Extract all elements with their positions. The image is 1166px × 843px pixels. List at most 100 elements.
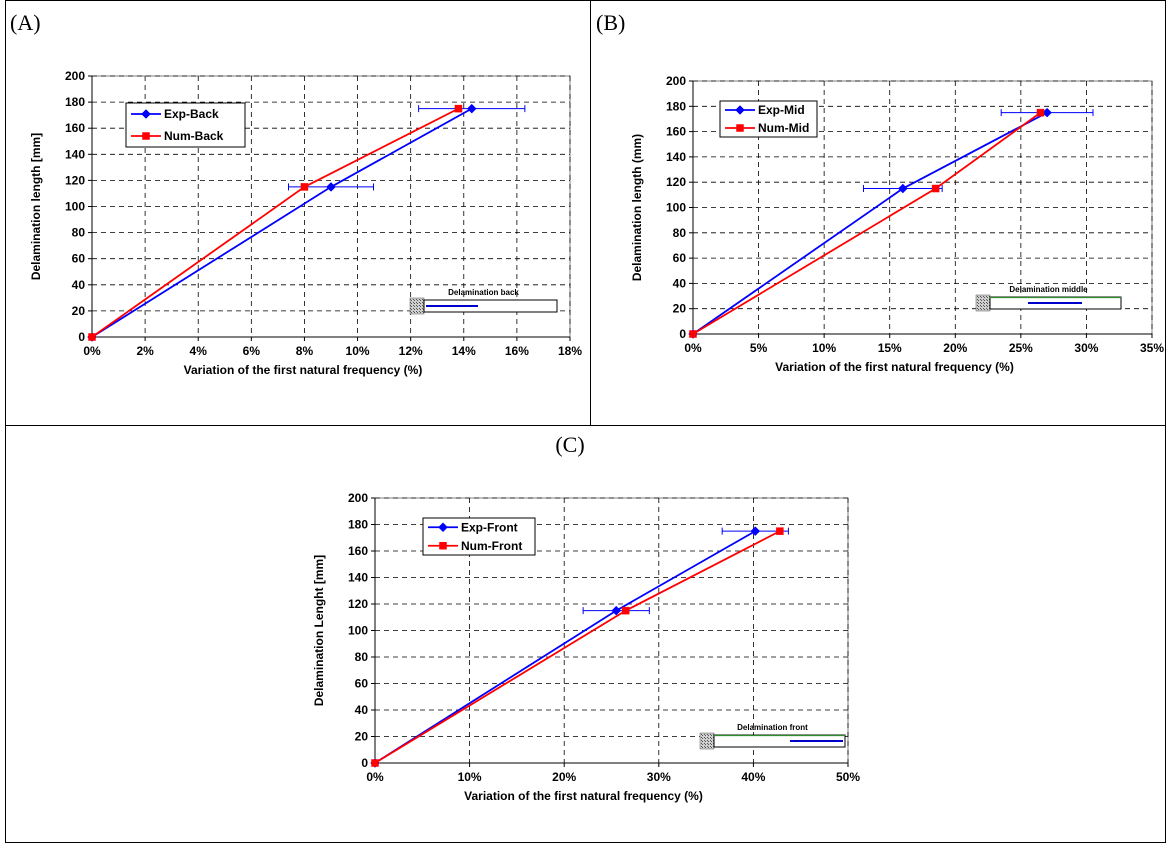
chart-b-tick-label-y: 40 xyxy=(673,276,687,290)
chart-a-tick-label-x: 18% xyxy=(558,344,582,358)
chart-a-series-num-back-point xyxy=(88,333,96,341)
chart-b-tick-label-x: 0% xyxy=(684,341,702,355)
chart-b-tick-label-y: 160 xyxy=(666,125,686,139)
chart-c: 0 20 40 60 80 100 120 140 160 180 200 0% 10% 20% 30% 40… xyxy=(312,491,860,803)
chart-a-series-num-back-point xyxy=(454,104,463,113)
chart-a-tick-label-x: 10% xyxy=(346,344,370,358)
chart-a-tick-label-y: 100 xyxy=(65,200,85,214)
chart-b-tick-label-y: 60 xyxy=(673,251,687,265)
chart-b-tick-label-x: 25% xyxy=(1009,341,1033,355)
chart-b-series-num-mid-point xyxy=(1036,108,1045,117)
chart-a-tick-label-y: 0 xyxy=(78,330,85,344)
chart-c-tick-label-x: 30% xyxy=(647,770,671,784)
chart-a-tick-label-x: 12% xyxy=(399,344,423,358)
chart-c-tick-label-y: 120 xyxy=(348,597,368,611)
chart-b-tick-label-x: 20% xyxy=(943,341,967,355)
chart-a-inset-clamp xyxy=(409,297,425,315)
chart-c-inset-clamp xyxy=(699,732,715,750)
chart-b-series-exp-mid-point xyxy=(897,183,908,194)
chart-a-y-axis-label: Delamination length [mm] xyxy=(29,133,43,280)
chart-c-tick-label-y: 180 xyxy=(348,518,368,532)
chart-c-tick-label-x: 0% xyxy=(366,770,384,784)
chart-b-inset-clamp xyxy=(975,294,991,312)
chart-a-tick-label-y: 160 xyxy=(65,121,85,135)
chart-a-tick-label-x: 0% xyxy=(83,344,101,358)
chart-a-tick-label-x: 14% xyxy=(452,344,476,358)
chart-b-tick-label-x: 5% xyxy=(750,341,768,355)
chart-a-series-exp-back-point xyxy=(466,103,477,114)
chart-a-tick-label-x: 6% xyxy=(243,344,261,358)
chart-b-series-num-mid-point xyxy=(931,184,940,193)
chart-b-inset-label: Delamination middle xyxy=(1009,285,1088,294)
chart-c-series-exp-front-point xyxy=(750,526,761,536)
chart-a-series-num-back-point xyxy=(300,183,309,191)
chart-c-tick-label-y: 60 xyxy=(355,677,369,691)
chart-a-tick-label-y: 40 xyxy=(72,278,86,292)
chart-c-tick-label-y: 80 xyxy=(355,650,369,664)
chart-a-legend-label: Exp-Back xyxy=(164,107,219,121)
chart-b-tick-label-x: 10% xyxy=(812,341,836,355)
chart-b-tick-label-y: 140 xyxy=(666,150,686,164)
chart-a-tick-label-y: 200 xyxy=(65,69,85,83)
chart-b-legend-label: Exp-Mid xyxy=(758,103,805,117)
chart-b-legend-label: Num-Mid xyxy=(758,121,809,135)
chart-b-y-axis-label: Delamination length (mm) xyxy=(630,134,644,281)
chart-b-tick-label-y: 180 xyxy=(666,99,686,113)
chart-a-tick-label-y: 60 xyxy=(72,252,86,266)
chart-b-tick-label-x: 30% xyxy=(1074,341,1098,355)
chart-c-tick-label-x: 40% xyxy=(741,770,765,784)
chart-c-tick-label-x: 10% xyxy=(458,770,482,784)
chart-c-inset-label: Delamination front xyxy=(737,723,808,732)
chart-c-tick-label-y: 140 xyxy=(348,571,368,585)
chart-a-tick-label-y: 180 xyxy=(65,95,85,109)
chart-c-tick-label-y: 40 xyxy=(355,703,369,717)
chart-c-tick-label-y: 20 xyxy=(355,730,369,744)
chart-c-x-axis-label: Variation of the first natural frequency… xyxy=(464,789,703,803)
chart-b-legend-marker xyxy=(736,124,744,132)
chart-c-tick-label-y: 0 xyxy=(361,756,368,770)
chart-c-series-exp-front-point xyxy=(611,605,622,616)
chart-c-series-num-front-point xyxy=(371,759,379,767)
chart-a-tick-label-y: 20 xyxy=(72,304,86,318)
chart-b-tick-label-y: 100 xyxy=(666,201,686,215)
chart-b: 0 20 40 60 80 100 120 140 160 180 200 0% 5% 10% 15% 20%… xyxy=(630,74,1164,374)
chart-b-tick-label-y: 80 xyxy=(673,226,687,240)
chart-a-tick-label-x: 8% xyxy=(296,344,314,358)
chart-a-tick-label-x: 4% xyxy=(190,344,208,358)
chart-a-tick-label-x: 2% xyxy=(136,344,154,358)
chart-a-tick-label-y: 120 xyxy=(65,173,85,187)
chart-c-y-axis-label: Delamination Lenght [mm] xyxy=(312,555,326,706)
chart-b-tick-label-y: 20 xyxy=(673,302,687,316)
chart-a: 0 20 40 60 80 100 120 140 160 180 200 0% 2% 4% 6% 8% 10%… xyxy=(29,69,582,377)
chart-c-tick-label-x: 20% xyxy=(552,770,576,784)
chart-b-tick-label-x: 15% xyxy=(878,341,902,355)
chart-c-legend-label: Num-Front xyxy=(461,539,522,553)
chart-c-series-num-front-point xyxy=(776,527,784,535)
chart-a-legend-marker xyxy=(142,132,150,140)
chart-b-tick-label-y: 200 xyxy=(666,74,686,88)
chart-b-x-axis-label: Variation of the first natural frequency… xyxy=(775,360,1014,374)
chart-c-legend-label: Exp-Front xyxy=(461,520,518,534)
chart-c-tick-label-y: 100 xyxy=(348,624,368,638)
panel-c-label: (C) xyxy=(555,432,584,457)
chart-c-tick-label-y: 160 xyxy=(348,544,368,558)
chart-c-legend-marker xyxy=(438,522,448,533)
chart-a-tick-label-y: 140 xyxy=(65,147,85,161)
chart-c-legend-marker xyxy=(439,542,447,550)
chart-b-tick-label-x: 35% xyxy=(1140,341,1164,355)
chart-b-tick-label-y: 120 xyxy=(666,175,686,189)
panel-b-label: (B) xyxy=(596,10,625,35)
chart-a-legend-label: Num-Back xyxy=(164,129,224,143)
chart-a-legend-marker xyxy=(141,109,151,119)
chart-b-legend-marker xyxy=(735,105,745,115)
chart-c-tick-label-x: 50% xyxy=(836,770,860,784)
chart-b-legend xyxy=(719,100,818,138)
chart-b-tick-label-y: 0 xyxy=(679,327,686,341)
chart-a-inset-beam xyxy=(423,299,558,313)
chart-b-series-num-mid-point xyxy=(689,330,697,338)
chart-a-series-exp-back-point xyxy=(326,182,336,192)
panel-a-label: (A) xyxy=(10,10,41,35)
chart-a-inset-label: Delamination back xyxy=(448,288,519,297)
chart-a-tick-label-x: 16% xyxy=(505,344,529,358)
